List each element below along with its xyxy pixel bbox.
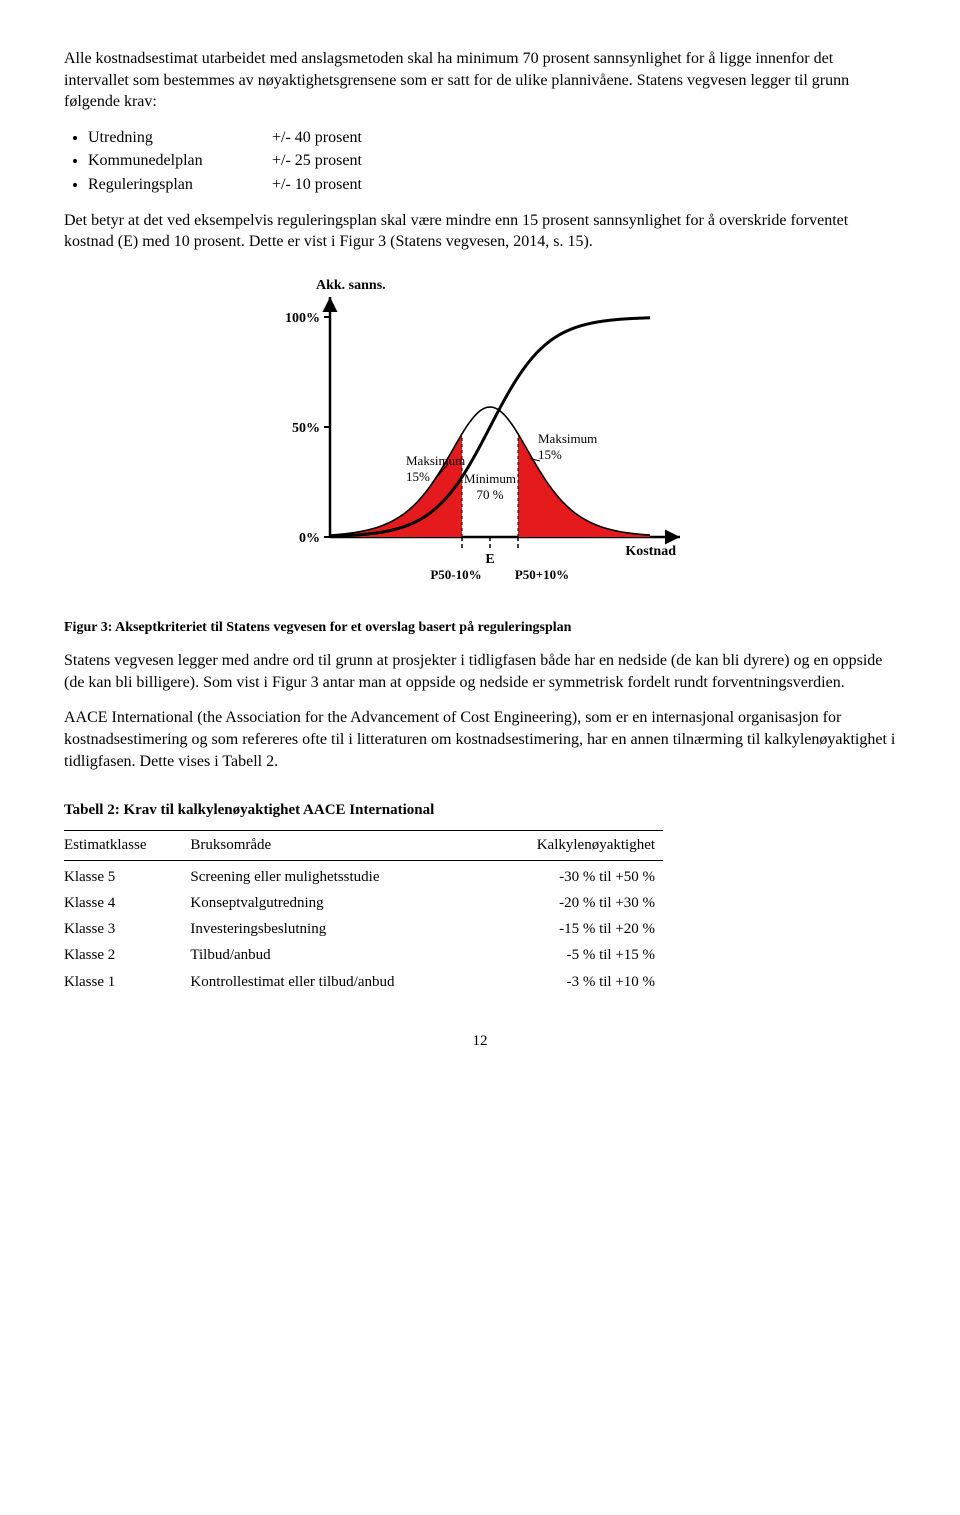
figure-container: Akk. sanns.Kostnad100%50%0%Maksimum15%Mi… — [64, 267, 896, 614]
table-cell: Klasse 4 — [64, 890, 190, 916]
table-cell: Screening eller mulighetsstudie — [190, 860, 486, 890]
table-cell: -20 % til +30 % — [487, 890, 663, 916]
list-val: +/- 25 prosent — [272, 152, 362, 169]
svg-text:E: E — [485, 552, 494, 567]
table-row: Klasse 3Investeringsbeslutning-15 % til … — [64, 916, 663, 942]
page-number: 12 — [64, 1031, 896, 1051]
table-header: Estimatklasse — [64, 831, 190, 860]
table-cell: Klasse 5 — [64, 860, 190, 890]
svg-text:100%: 100% — [285, 311, 320, 326]
table-caption: Tabell 2: Krav til kalkylenøyaktighet AA… — [64, 800, 896, 820]
list-key: Reguleringsplan — [88, 174, 268, 196]
table-row: Klasse 1Kontrollestimat eller tilbud/anb… — [64, 969, 663, 995]
table-header: Bruksområde — [190, 831, 486, 860]
list-key: Kommunedelplan — [88, 150, 268, 172]
list-val: +/- 10 prosent — [272, 176, 362, 193]
body-paragraph: Statens vegvesen legger med andre ord ti… — [64, 650, 896, 693]
accept-criteria-chart: Akk. sanns.Kostnad100%50%0%Maksimum15%Mi… — [250, 267, 710, 607]
requirements-list: Utredning +/- 40 prosent Kommunedelplan … — [88, 127, 896, 196]
svg-text:P50-10%: P50-10% — [430, 567, 481, 582]
table-cell: Kontrollestimat eller tilbud/anbud — [190, 969, 486, 995]
table-cell: Tilbud/anbud — [190, 942, 486, 968]
table-header: Kalkylenøyaktighet — [487, 831, 663, 860]
body-paragraph: AACE International (the Association for … — [64, 707, 896, 772]
table-cell: -30 % til +50 % — [487, 860, 663, 890]
table-cell: -15 % til +20 % — [487, 916, 663, 942]
svg-text:50%: 50% — [292, 421, 320, 436]
svg-text:P50+10%: P50+10% — [515, 567, 569, 582]
list-item: Kommunedelplan +/- 25 prosent — [88, 150, 896, 172]
body-paragraph: Det betyr at det ved eksempelvis reguler… — [64, 210, 896, 253]
table-cell: -5 % til +15 % — [487, 942, 663, 968]
svg-text:Kostnad: Kostnad — [625, 544, 676, 559]
svg-text:15%: 15% — [406, 469, 430, 484]
table-cell: Investeringsbeslutning — [190, 916, 486, 942]
svg-text:Minimum: Minimum — [464, 471, 516, 486]
figure-caption: Figur 3: Akseptkriteriet til Statens veg… — [64, 619, 896, 638]
table-row: Klasse 4Konseptvalgutredning-20 % til +3… — [64, 890, 663, 916]
list-val: +/- 40 prosent — [272, 129, 362, 146]
svg-text:15%: 15% — [538, 447, 562, 462]
table-header-row: Estimatklasse Bruksområde Kalkylenøyakti… — [64, 831, 663, 860]
list-key: Utredning — [88, 127, 268, 149]
list-item: Utredning +/- 40 prosent — [88, 127, 896, 149]
table-cell: Klasse 1 — [64, 969, 190, 995]
table-cell: Konseptvalgutredning — [190, 890, 486, 916]
table-row: Klasse 5Screening eller mulighetsstudie-… — [64, 860, 663, 890]
svg-text:Akk. sanns.: Akk. sanns. — [316, 278, 386, 293]
svg-text:Maksimum: Maksimum — [538, 431, 597, 446]
svg-text:70 %: 70 % — [476, 487, 503, 502]
aace-table: Estimatklasse Bruksområde Kalkylenøyakti… — [64, 830, 663, 995]
svg-text:Maksimum: Maksimum — [406, 453, 465, 468]
list-item: Reguleringsplan +/- 10 prosent — [88, 174, 896, 196]
table-row: Klasse 2Tilbud/anbud-5 % til +15 % — [64, 942, 663, 968]
intro-paragraph: Alle kostnadsestimat utarbeidet med ansl… — [64, 48, 896, 113]
table-cell: Klasse 3 — [64, 916, 190, 942]
table-cell: -3 % til +10 % — [487, 969, 663, 995]
svg-text:0%: 0% — [299, 531, 320, 546]
table-cell: Klasse 2 — [64, 942, 190, 968]
